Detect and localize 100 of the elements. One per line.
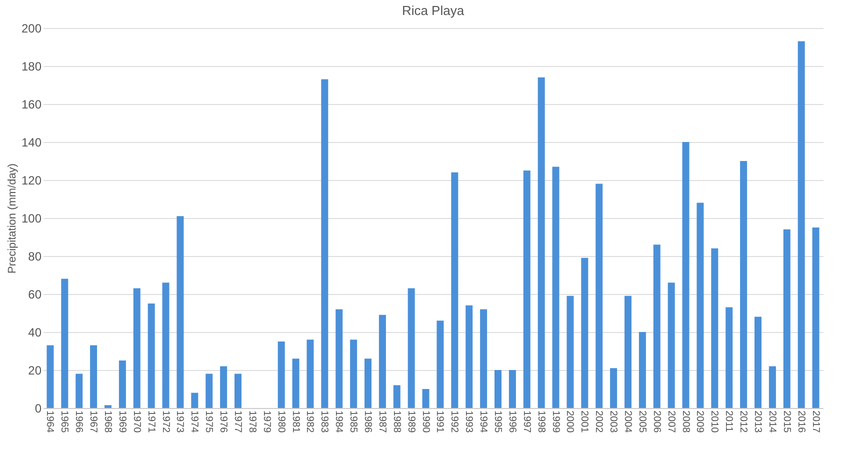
x-tick-label: 1965 <box>58 410 70 434</box>
x-tick-label: 2016 <box>795 410 806 434</box>
bar <box>76 374 83 408</box>
bar <box>278 342 285 408</box>
x-tick-label: 1972 <box>160 410 171 434</box>
x-tick-label: 1988 <box>390 410 402 434</box>
bar <box>364 358 372 408</box>
bar <box>148 304 155 408</box>
bar <box>624 296 632 408</box>
x-tick-label: 1976 <box>218 410 229 434</box>
x-tick-label: 1993 <box>463 410 474 434</box>
bar <box>768 366 776 408</box>
x-tick-label: 1987 <box>376 410 388 434</box>
y-tick-label: 100 <box>21 212 42 226</box>
bar <box>61 278 68 408</box>
y-tick-label: 180 <box>21 60 42 74</box>
x-tick-label: 1984 <box>333 410 344 434</box>
bar <box>466 305 473 408</box>
bar <box>90 345 98 408</box>
bar <box>118 360 126 408</box>
x-tick-label: 1971 <box>145 410 156 434</box>
y-axis-title: Precipitation (mm/day) <box>6 163 18 274</box>
x-tick-label: 1974 <box>188 410 200 434</box>
y-tick-label: 200 <box>21 22 42 36</box>
bar <box>234 374 242 408</box>
x-tick-label: 2004 <box>622 410 633 434</box>
bar <box>393 385 400 408</box>
y-tick-label: 0 <box>34 402 42 416</box>
x-tick-label: 1989 <box>405 410 416 434</box>
x-tick-label: 2001 <box>578 410 590 434</box>
bar <box>408 288 415 408</box>
bar <box>350 340 358 408</box>
x-tick-label: 1983 <box>318 410 330 434</box>
x-tick-label: 1998 <box>535 410 546 434</box>
bar <box>191 392 198 408</box>
bar <box>668 282 675 408</box>
bar <box>798 41 805 408</box>
bar <box>610 368 618 408</box>
x-tick-label: 2013 <box>752 410 763 434</box>
x-tick-label: 1985 <box>348 410 359 434</box>
bar <box>494 370 502 408</box>
bar <box>220 366 228 408</box>
bar <box>480 309 488 408</box>
x-tick-label: 2005 <box>636 410 648 434</box>
bar <box>422 389 430 408</box>
x-tick-label: 2008 <box>680 410 691 434</box>
y-tick-label: 40 <box>28 326 42 340</box>
x-tick-label: 2009 <box>694 410 706 434</box>
x-tick-label: 1997 <box>520 410 532 434</box>
bar <box>133 288 140 408</box>
bar <box>162 282 170 408</box>
x-tick-label: 2017 <box>810 410 821 434</box>
y-tick-label: 60 <box>28 288 42 302</box>
x-tick-label: 1970 <box>130 410 142 434</box>
bar <box>726 307 733 408</box>
bar <box>104 405 112 408</box>
y-tick-label: 120 <box>21 174 42 188</box>
x-tick-label: 1995 <box>492 410 503 434</box>
x-tick-label: 1982 <box>304 410 316 434</box>
bar <box>378 314 386 408</box>
bar <box>523 170 530 408</box>
bar <box>336 309 343 408</box>
bar <box>653 244 660 408</box>
x-tick-label: 1999 <box>550 410 561 434</box>
bar <box>176 216 184 408</box>
x-tick-label: 1991 <box>434 410 446 434</box>
x-tick-label: 2000 <box>564 410 576 434</box>
bar <box>812 228 820 408</box>
x-tick-label: 1967 <box>88 410 99 434</box>
bar <box>292 358 300 408</box>
bar <box>638 332 646 408</box>
x-tick-label: 2014 <box>766 410 778 434</box>
chart-title: Rica Playa <box>402 3 465 18</box>
x-tick-label: 1964 <box>44 410 56 434</box>
x-tick-label: 1966 <box>73 410 84 434</box>
x-tick-label: 1990 <box>420 410 431 434</box>
bar <box>682 142 690 408</box>
bar <box>696 202 704 408</box>
bar <box>740 161 748 408</box>
x-tick-label: 1992 <box>448 410 460 434</box>
bar <box>596 184 603 408</box>
bar <box>783 229 790 408</box>
y-tick-label: 140 <box>21 136 42 150</box>
bar <box>306 340 314 408</box>
bar <box>552 166 560 408</box>
bar <box>451 172 458 408</box>
bar <box>566 296 574 408</box>
x-tick-label: 1986 <box>362 410 373 434</box>
bar <box>508 370 516 408</box>
x-tick-label: 1996 <box>506 410 518 434</box>
bar <box>581 258 588 408</box>
x-tick-label: 1968 <box>102 410 113 434</box>
x-tick-label: 2007 <box>665 410 676 434</box>
y-tick-label: 20 <box>28 364 42 378</box>
bar <box>206 374 213 408</box>
y-tick-label: 80 <box>28 250 42 264</box>
x-tick-label: 2012 <box>738 410 749 434</box>
x-tick-label: 2003 <box>608 410 619 434</box>
bar <box>321 79 328 408</box>
x-tick-label: 2006 <box>650 410 662 434</box>
